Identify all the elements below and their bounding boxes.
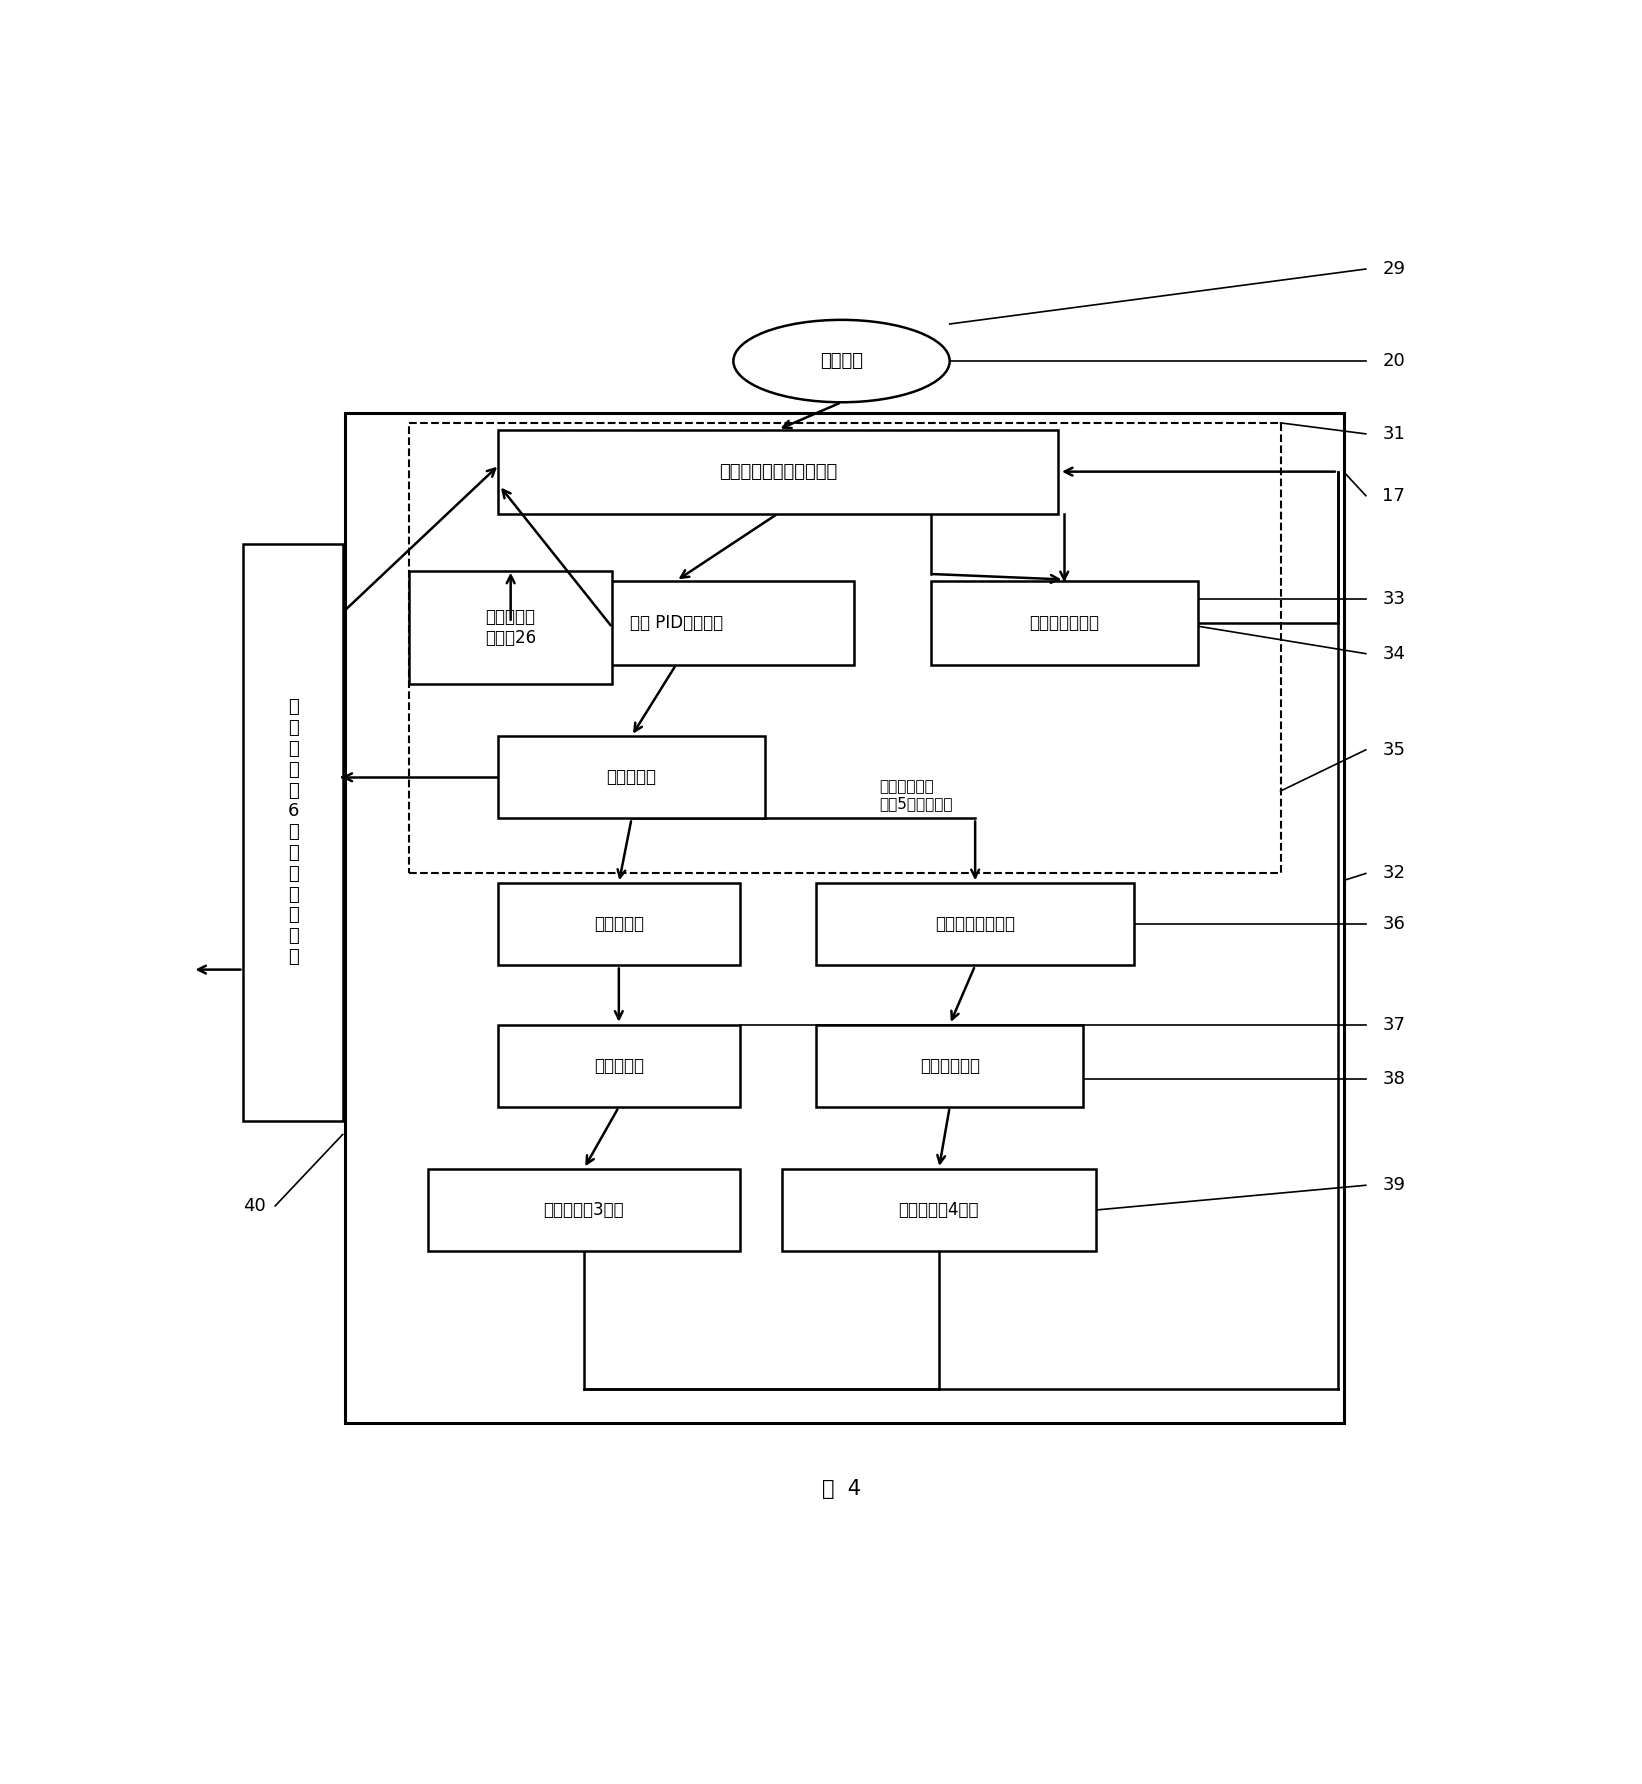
FancyBboxPatch shape [429, 1169, 739, 1251]
Text: 显示实时测量値: 显示实时测量値 [1030, 614, 1098, 632]
Text: 定长重量清
零程序26: 定长重量清 零程序26 [484, 608, 537, 648]
FancyBboxPatch shape [498, 1024, 739, 1106]
Ellipse shape [734, 319, 949, 401]
Text: 读入新的给定値和测量値: 读入新的给定値和测量値 [719, 462, 837, 480]
FancyBboxPatch shape [931, 582, 1199, 665]
Text: 31: 31 [1383, 425, 1406, 442]
FancyBboxPatch shape [816, 883, 1135, 965]
Text: 17: 17 [1383, 487, 1406, 505]
FancyBboxPatch shape [345, 414, 1345, 1424]
Text: 速度传感刨4检测: 速度传感刨4检测 [898, 1201, 979, 1218]
FancyBboxPatch shape [498, 737, 765, 819]
Text: 称重显示控制
器々5的控制程序: 称重显示控制 器々5的控制程序 [880, 780, 954, 812]
FancyBboxPatch shape [498, 582, 854, 665]
Text: 变频器动作: 变频器动作 [594, 915, 644, 933]
Text: 35: 35 [1383, 740, 1406, 758]
Text: 重量传感刨3检测: 重量传感刨3检测 [544, 1201, 624, 1218]
Text: 20: 20 [1383, 351, 1406, 369]
Text: 39: 39 [1383, 1176, 1406, 1193]
Text: 38: 38 [1383, 1070, 1406, 1088]
Text: 主输送机动作: 主输送机动作 [920, 1056, 980, 1074]
Text: 29: 29 [1383, 260, 1406, 278]
FancyBboxPatch shape [782, 1169, 1097, 1251]
Text: 37: 37 [1383, 1015, 1406, 1033]
Text: 图  4: 图 4 [823, 1479, 860, 1499]
Text: 34: 34 [1383, 644, 1406, 662]
FancyBboxPatch shape [498, 430, 1057, 514]
Text: 32: 32 [1383, 865, 1406, 883]
FancyBboxPatch shape [409, 571, 612, 683]
Text: 开始程序: 开始程序 [819, 351, 864, 369]
Text: 33: 33 [1383, 591, 1406, 608]
FancyBboxPatch shape [498, 883, 739, 965]
Text: 调整后输出: 调整后输出 [606, 769, 657, 787]
FancyBboxPatch shape [243, 544, 343, 1120]
Text: 可编程控制器动作: 可编程控制器动作 [936, 915, 1015, 933]
Text: 36: 36 [1383, 915, 1406, 933]
Text: 40: 40 [243, 1197, 266, 1215]
FancyBboxPatch shape [816, 1024, 1084, 1106]
Text: 模糊 PID控制程序: 模糊 PID控制程序 [629, 614, 722, 632]
Text: 上
位
计
算
机
6
重
新
设
定
给
定
値: 上 位 计 算 机 6 重 新 设 定 给 定 値 [287, 698, 299, 965]
Text: 给料机动作: 给料机动作 [594, 1056, 644, 1074]
